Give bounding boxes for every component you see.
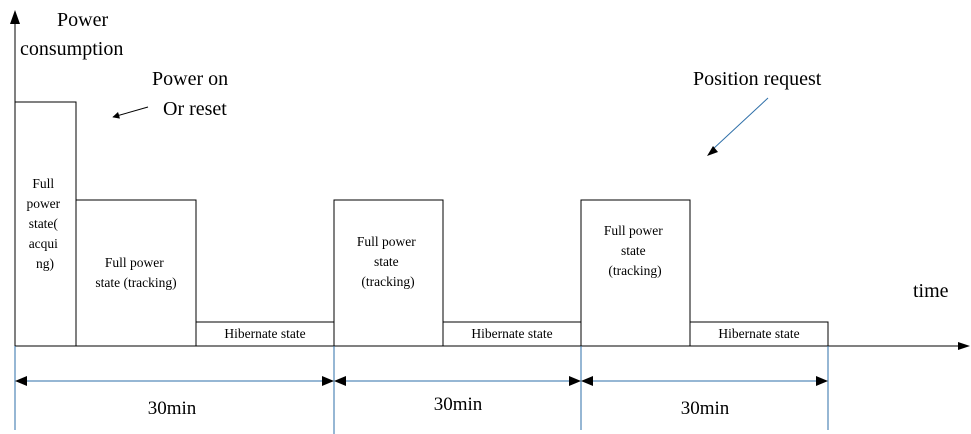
state-box-acquiring xyxy=(14,101,77,347)
state-label-tracking-1: Full power state (tracking) xyxy=(95,255,176,290)
state-label-hibernate-3: Hibernate state xyxy=(718,326,799,341)
interval-2-arrow-left xyxy=(334,376,346,386)
state-label-hibernate-1: Hibernate state xyxy=(224,326,305,341)
power-on-label-line1: Power on xyxy=(152,68,228,90)
interval-2-arrow-right xyxy=(569,376,581,386)
y-axis-label-line2: consumption xyxy=(20,38,123,60)
position-request-arrowhead xyxy=(707,146,718,156)
state-box-hibernate-3 xyxy=(689,321,829,347)
state-label-tracking-2: Full power state (tracking) xyxy=(357,234,419,289)
power-on-label-line2: Or reset xyxy=(163,98,227,120)
state-box-tracking-3 xyxy=(580,199,691,347)
position-request-leader xyxy=(711,97,769,151)
x-axis-arrowhead xyxy=(958,342,970,350)
state-box-tracking-1 xyxy=(75,199,197,347)
state-label-hibernate-2: Hibernate state xyxy=(471,326,552,341)
interval-label-2: 30min xyxy=(434,394,483,415)
interval-3-arrow-left xyxy=(581,376,593,386)
interval-label-3: 30min xyxy=(681,398,730,419)
interval-1-arrow-left xyxy=(15,376,27,386)
position-request-label: Position request xyxy=(693,68,822,90)
x-axis-label: time xyxy=(913,280,949,302)
power-on-arrow xyxy=(112,106,149,119)
state-label-tracking-3: Full power state (tracking) xyxy=(604,223,666,278)
y-axis-arrowhead xyxy=(10,10,20,24)
state-box-hibernate-2 xyxy=(442,321,582,347)
y-axis-label-line1: Power xyxy=(57,9,108,31)
state-box-tracking-2 xyxy=(333,199,444,347)
interval-3-arrow-right xyxy=(816,376,828,386)
interval-1-arrow-right xyxy=(322,376,334,386)
interval-label-1: 30min xyxy=(148,398,197,419)
state-label-acquiring: Full power state( acqui ng) xyxy=(26,176,63,271)
